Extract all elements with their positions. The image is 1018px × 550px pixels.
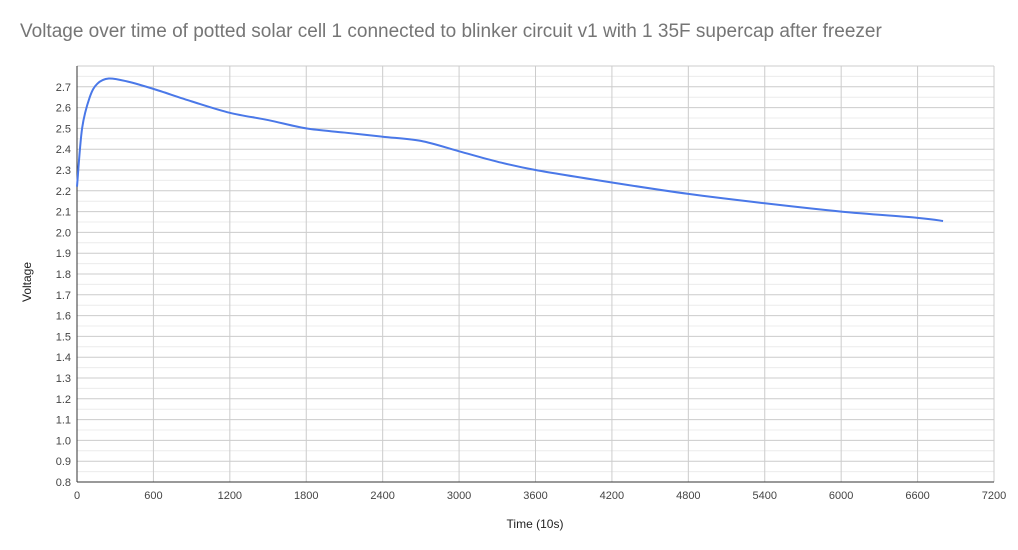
y-tick-label: 1.3	[56, 373, 71, 385]
x-axis-label: Time (10s)	[507, 517, 564, 531]
y-tick-label: 2.2	[56, 186, 71, 198]
y-tick-label: 1.9	[56, 248, 71, 260]
y-tick-label: 2.0	[56, 227, 71, 239]
x-tick-label: 1800	[294, 490, 318, 502]
x-tick-label: 1200	[218, 490, 242, 502]
chart-title: Voltage over time of potted solar cell 1…	[20, 21, 882, 42]
x-tick-label: 0	[74, 490, 80, 502]
x-tick-label: 4200	[600, 490, 624, 502]
y-tick-label: 1.8	[56, 269, 71, 281]
x-tick-label: 3000	[447, 490, 471, 502]
y-tick-label: 1.6	[56, 311, 71, 323]
x-tick-label: 5400	[753, 490, 777, 502]
series-line	[76, 77, 944, 222]
y-tick-label: 0.9	[56, 456, 71, 468]
y-tick-label: 1.2	[56, 394, 71, 406]
x-tick-label: 6600	[905, 490, 929, 502]
y-tick-label: 2.4	[56, 144, 71, 156]
y-tick-label: 0.8	[56, 477, 71, 489]
y-tick-label: 2.7	[56, 82, 71, 94]
x-tick-label: 4800	[676, 490, 700, 502]
y-tick-label: 1.1	[56, 415, 71, 427]
y-tick-label: 1.0	[56, 435, 71, 447]
y-tick-label: 2.5	[56, 123, 71, 135]
x-tick-label: 2400	[370, 490, 394, 502]
x-tick-label: 3600	[523, 490, 547, 502]
y-tick-label: 1.5	[56, 331, 71, 343]
y-tick-label: 2.1	[56, 207, 71, 219]
y-axis-label: Voltage	[20, 262, 34, 302]
y-tick-label: 2.3	[56, 165, 71, 177]
x-tick-label: 7200	[982, 490, 1006, 502]
y-tick-label: 1.7	[56, 290, 71, 302]
x-tick-label: 600	[144, 490, 162, 502]
x-tick-label: 6000	[829, 490, 853, 502]
y-tick-label: 2.6	[56, 103, 71, 115]
y-tick-label: 1.4	[56, 352, 71, 364]
